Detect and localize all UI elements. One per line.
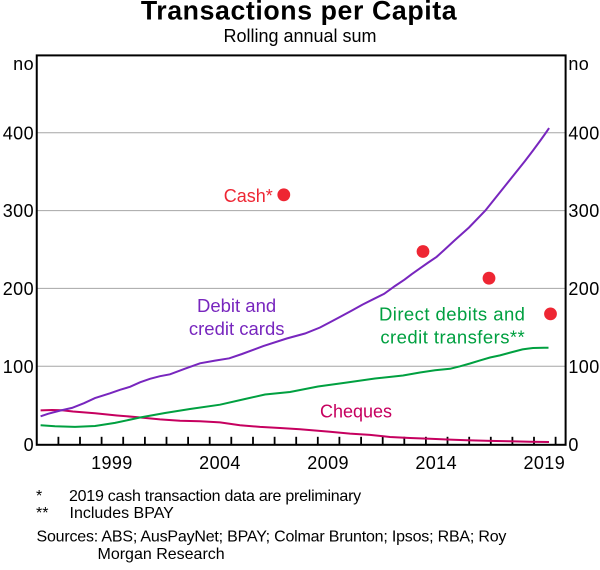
svg-text:credit cards: credit cards (189, 318, 285, 339)
svg-text:2009: 2009 (307, 453, 349, 473)
svg-text:2014: 2014 (415, 453, 457, 473)
svg-text:400: 400 (568, 123, 599, 143)
svg-text:100: 100 (568, 357, 599, 377)
svg-text:2019 cash transaction data are: 2019 cash transaction data are prelimina… (69, 488, 361, 505)
svg-text:Rolling annual sum: Rolling annual sum (223, 26, 376, 46)
svg-text:Sources: ABS; AusPayNet; BPAY;: Sources: ABS; AusPayNet; BPAY; Colmar Br… (37, 529, 507, 546)
svg-text:credit transfers**: credit transfers** (380, 327, 525, 348)
svg-text:Includes BPAY: Includes BPAY (70, 505, 175, 522)
svg-text:Debit and: Debit and (197, 295, 276, 316)
svg-text:Morgan Research: Morgan Research (98, 546, 225, 563)
svg-text:300: 300 (568, 201, 599, 221)
svg-text:200: 200 (568, 279, 599, 299)
svg-text:**: ** (36, 505, 48, 522)
svg-text:0: 0 (568, 435, 578, 455)
svg-text:0: 0 (24, 435, 34, 455)
svg-text:100: 100 (3, 357, 34, 377)
svg-text:2019: 2019 (523, 453, 565, 473)
svg-text:400: 400 (3, 123, 34, 143)
svg-text:Direct debits and: Direct debits and (379, 303, 525, 324)
svg-text:1999: 1999 (91, 453, 133, 473)
svg-text:300: 300 (3, 201, 34, 221)
svg-text:Cash*: Cash* (224, 186, 273, 206)
svg-text:200: 200 (3, 279, 34, 299)
svg-text:no: no (13, 54, 34, 74)
svg-text:Cheques: Cheques (320, 402, 392, 422)
svg-text:no: no (568, 54, 589, 74)
svg-text:Transactions per Capita: Transactions per Capita (141, 0, 458, 25)
svg-text:2004: 2004 (199, 453, 241, 473)
svg-text:*: * (36, 488, 42, 505)
